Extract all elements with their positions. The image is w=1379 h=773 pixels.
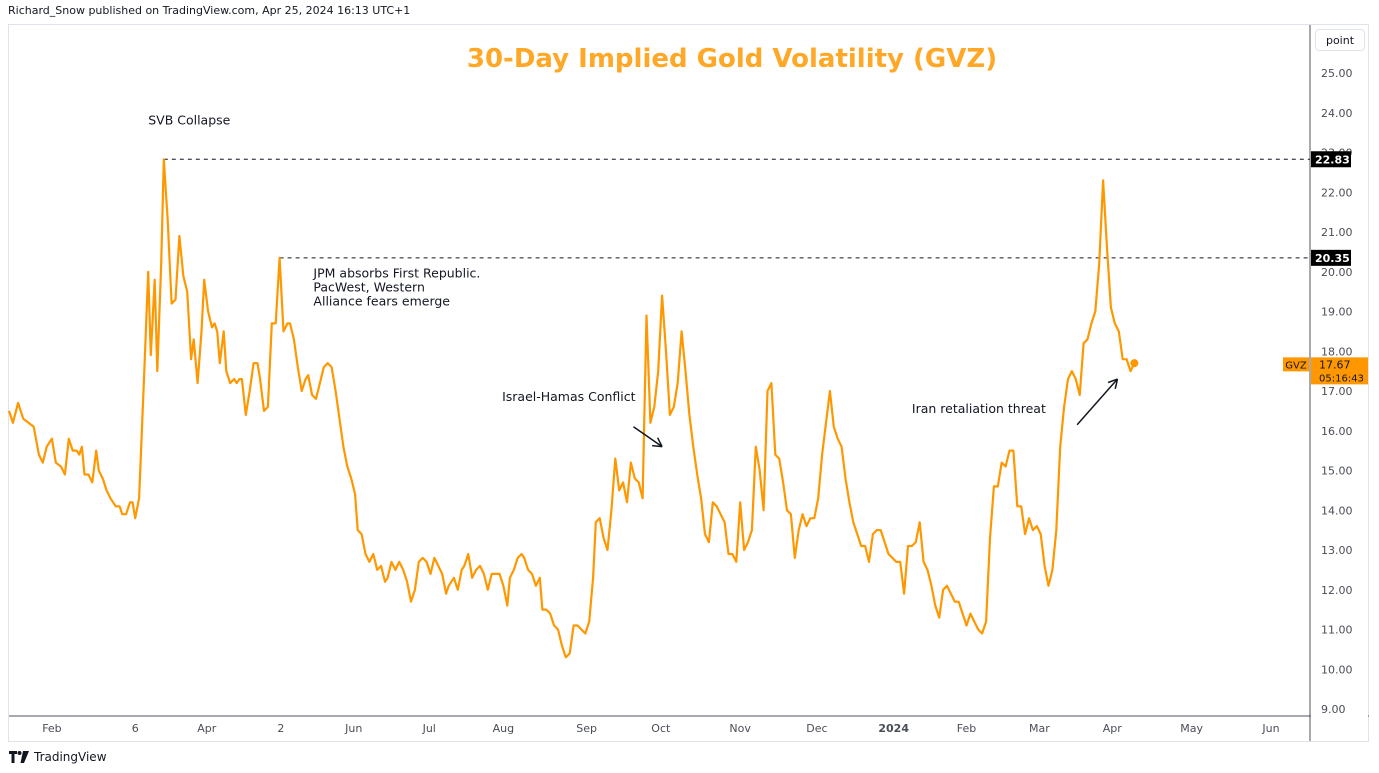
annotation-text[interactable]: Alliance fears emerge xyxy=(313,294,450,309)
x-tick-label: Dec xyxy=(806,722,827,735)
chart-title: 30-Day Implied Gold Volatility (GVZ) xyxy=(467,44,997,74)
gvz-series-line[interactable] xyxy=(7,158,1136,659)
y-tick-label: 10.00 xyxy=(1321,663,1353,676)
x-tick-label: Feb xyxy=(42,722,61,735)
symbol-tag xyxy=(1283,357,1309,372)
bar-countdown: 05:16:43 xyxy=(1319,373,1364,384)
x-tick-label: Sep xyxy=(576,722,597,735)
last-price-value: 17.67 xyxy=(1319,358,1351,371)
tradingview-brand-text: TradingView xyxy=(34,750,107,764)
price-scale-mode-button[interactable]: point xyxy=(1315,29,1365,51)
y-tick-label: 21.00 xyxy=(1321,226,1353,239)
annotation-text[interactable]: Israel-Hamas Conflict xyxy=(502,389,636,404)
y-tick-label: 22.00 xyxy=(1321,186,1353,199)
y-tick-label: 12.00 xyxy=(1321,584,1353,597)
x-tick-label: 2 xyxy=(277,722,284,735)
annotation-text[interactable]: JPM absorbs First Republic. xyxy=(312,266,480,281)
y-tick-label: 14.00 xyxy=(1321,504,1353,517)
price-level-marker xyxy=(1311,249,1351,266)
x-tick-label: Apr xyxy=(197,722,217,735)
tradingview-logo-icon xyxy=(9,751,29,763)
tradingview-logo[interactable]: TradingView xyxy=(9,750,107,764)
x-tick-label: Jun xyxy=(1261,722,1279,735)
price-level-label: 20.35 xyxy=(1315,252,1350,265)
symbol-tag-label: GVZ xyxy=(1285,360,1307,371)
x-tick-label: Nov xyxy=(729,722,751,735)
y-tick-label: 16.00 xyxy=(1321,425,1353,438)
y-tick-label: 13.00 xyxy=(1321,544,1353,557)
y-tick-label: 17.00 xyxy=(1321,385,1353,398)
annotation-text[interactable]: PacWest, Western xyxy=(313,280,424,295)
y-tick-label: 24.00 xyxy=(1321,107,1353,120)
x-tick-label: Oct xyxy=(651,722,671,735)
x-tick-label: Mar xyxy=(1029,722,1050,735)
x-tick-label: May xyxy=(1180,722,1203,735)
last-price-marker xyxy=(1311,357,1368,385)
x-tick-label: 6 xyxy=(132,722,139,735)
x-tick-label: Aug xyxy=(493,722,514,735)
price-level-label: 22.83 xyxy=(1315,153,1350,166)
y-tick-label: 19.00 xyxy=(1321,306,1353,319)
x-tick-label: Feb xyxy=(957,722,976,735)
publisher-line: Richard_Snow published on TradingView.co… xyxy=(8,4,411,17)
x-tick-label: Jul xyxy=(422,722,436,735)
chart-frame xyxy=(8,24,1369,742)
x-tick-label: 2024 xyxy=(878,722,909,735)
last-point-marker xyxy=(1130,359,1139,368)
x-tick-label: Apr xyxy=(1103,722,1123,735)
y-tick-label: 9.00 xyxy=(1321,703,1346,716)
israel-hamas-arrow-icon[interactable] xyxy=(633,426,663,448)
price-level-marker xyxy=(1311,151,1351,168)
y-tick-label: 20.00 xyxy=(1321,266,1353,279)
y-tick-label: 18.00 xyxy=(1321,345,1353,358)
x-tick-label: Jun xyxy=(344,722,362,735)
y-tick-label: 25.00 xyxy=(1321,67,1353,80)
y-tick-label: 15.00 xyxy=(1321,465,1353,478)
iran-arrow-icon[interactable] xyxy=(1076,378,1119,426)
annotation-text[interactable]: SVB Collapse xyxy=(148,113,230,128)
annotation-text[interactable]: Iran retaliation threat xyxy=(912,401,1046,416)
y-tick-label: 11.00 xyxy=(1321,624,1353,637)
